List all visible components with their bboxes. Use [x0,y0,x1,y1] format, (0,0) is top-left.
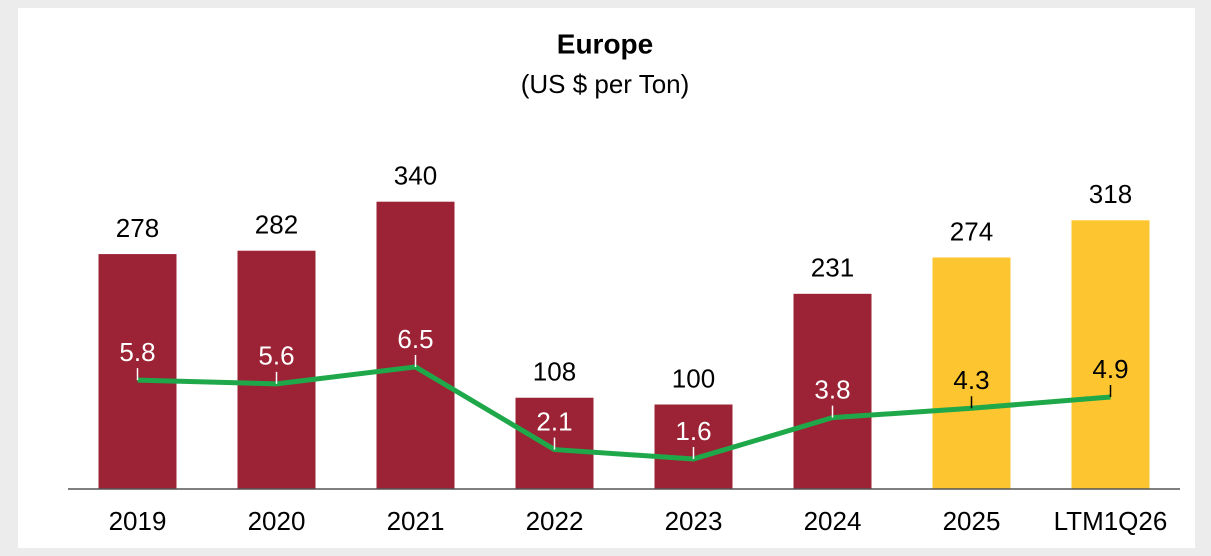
bar-value-label: 108 [533,357,576,387]
chart-title: Europe [557,28,653,59]
x-tick-label: 2022 [526,506,584,536]
line-value-label: 6.5 [397,324,433,354]
x-tick-label: 2020 [248,506,306,536]
bar [376,201,455,489]
bar-value-label: 274 [950,216,993,246]
line [137,364,1111,462]
line-value-label: 3.8 [814,375,850,405]
line-value-label: 5.8 [119,337,155,367]
bar [1071,220,1150,490]
bar-value-label: 282 [255,210,298,240]
line-value-label: 1.6 [675,416,711,446]
bar [932,257,1011,489]
bar-value-label: 231 [811,253,854,283]
bar-value-label: 278 [116,213,159,243]
bar [237,250,316,489]
line-value-label: 4.9 [1092,354,1128,384]
chart-subtitle: (US $ per Ton) [521,69,690,99]
x-tick-label: 2024 [804,506,862,536]
x-tick-label: 2023 [665,506,723,536]
bar-value-label: 318 [1089,179,1132,209]
x-tick-label: 2021 [387,506,445,536]
line-value-label: 2.1 [536,406,572,436]
x-tick-label: 2025 [943,506,1001,536]
x-tick-label: LTM1Q26 [1054,506,1168,536]
bar [793,293,872,489]
bar-value-label: 100 [672,363,715,393]
x-tick-label: 2019 [109,506,167,536]
bar-value-label: 340 [394,161,437,191]
bar [654,404,733,489]
line-value-label: 5.6 [258,341,294,371]
line-value-label: 4.3 [953,365,989,395]
